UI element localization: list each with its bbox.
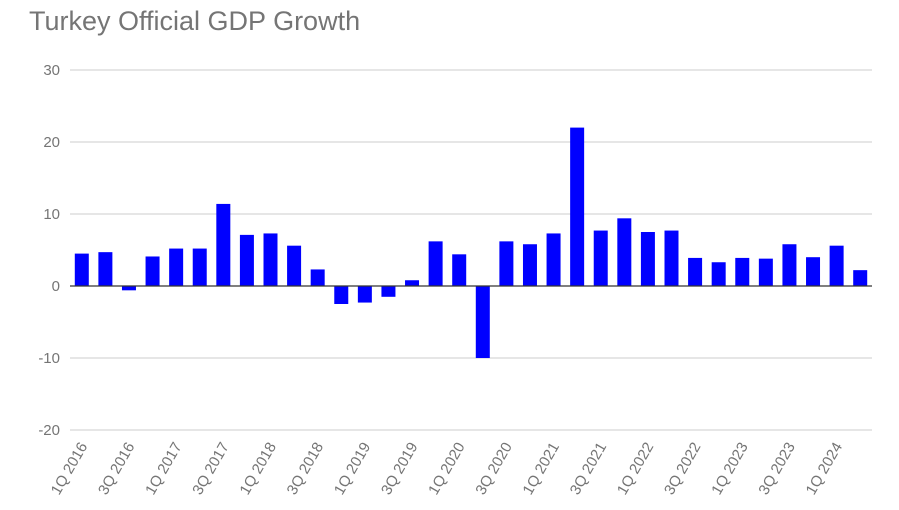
bar <box>664 230 679 286</box>
bar <box>735 257 750 286</box>
y-tick-label: 0 <box>52 278 60 295</box>
bar <box>192 248 207 286</box>
bar <box>475 286 490 358</box>
bar <box>98 252 113 286</box>
y-tick-label: 20 <box>43 134 60 151</box>
chart-title: Turkey Official GDP Growth <box>29 6 361 36</box>
bar <box>640 232 655 286</box>
x-tick-label: 3Q 2018 <box>284 440 327 498</box>
y-axis-tick-labels: 30 20 10 0 -10 -20 <box>38 62 60 439</box>
bar <box>499 241 514 286</box>
x-tick-label: 3Q 2020 <box>472 440 515 498</box>
bar <box>121 286 136 291</box>
bar <box>853 270 868 286</box>
x-tick-label: 1Q 2018 <box>236 440 279 498</box>
bar <box>216 203 231 286</box>
x-tick-label: 3Q 2023 <box>755 440 798 498</box>
x-tick-label: 1Q 2023 <box>708 440 751 498</box>
x-tick-label: 1Q 2020 <box>425 440 468 498</box>
bar <box>806 257 821 286</box>
bar <box>711 262 726 286</box>
bar <box>169 248 184 286</box>
y-tick-label: 30 <box>43 62 60 79</box>
bar <box>782 244 797 286</box>
x-tick-label: 3Q 2022 <box>661 440 704 498</box>
bar <box>74 253 89 286</box>
x-tick-label: 1Q 2017 <box>142 440 185 498</box>
bar <box>522 244 537 286</box>
y-tick-label: 10 <box>43 206 60 223</box>
x-tick-label: 1Q 2024 <box>803 440 846 498</box>
bar <box>570 127 585 286</box>
bar <box>688 257 703 286</box>
bar <box>239 234 254 286</box>
bar <box>334 286 349 304</box>
x-tick-label: 1Q 2022 <box>614 440 657 498</box>
bar <box>593 230 608 286</box>
bar <box>263 233 278 286</box>
bar <box>617 218 632 286</box>
x-tick-label: 3Q 2021 <box>567 440 610 498</box>
bar <box>829 245 844 286</box>
gridlines <box>70 69 872 431</box>
y-tick-label: -20 <box>38 422 60 439</box>
bar <box>357 286 372 303</box>
bars <box>74 127 868 358</box>
bar <box>145 256 160 286</box>
bar <box>452 254 467 286</box>
bar <box>287 245 302 286</box>
bar <box>428 241 443 286</box>
bar <box>546 233 561 286</box>
bar <box>758 258 773 286</box>
x-axis-tick-labels: 1Q 2016 3Q 2016 1Q 2017 3Q 2017 1Q 2018 3Q 20… <box>48 440 846 498</box>
x-tick-label: 1Q 2019 <box>331 440 374 498</box>
bar <box>310 269 325 286</box>
bar <box>381 286 396 297</box>
x-tick-label: 3Q 2016 <box>95 440 138 498</box>
x-tick-label: 1Q 2016 <box>48 440 91 498</box>
x-tick-label: 3Q 2017 <box>189 440 232 498</box>
bar <box>405 280 420 286</box>
x-tick-label: 3Q 2019 <box>378 440 421 498</box>
x-tick-label: 1Q 2021 <box>520 440 563 498</box>
y-tick-label: -10 <box>38 350 60 367</box>
